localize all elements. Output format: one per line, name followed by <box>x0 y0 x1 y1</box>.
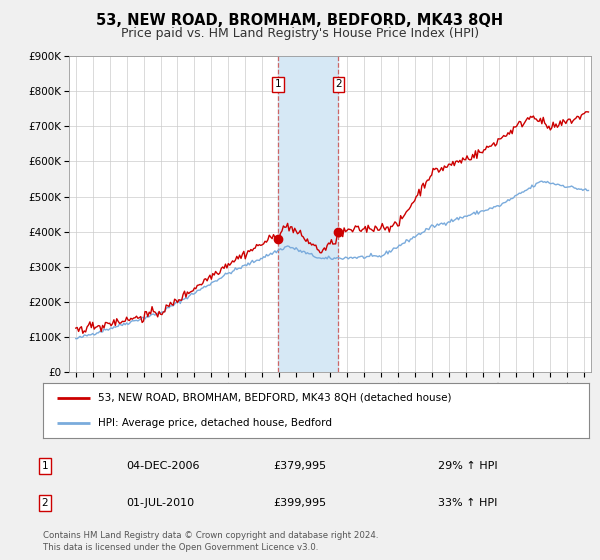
Text: This data is licensed under the Open Government Licence v3.0.: This data is licensed under the Open Gov… <box>43 543 319 552</box>
Text: 53, NEW ROAD, BROMHAM, BEDFORD, MK43 8QH (detached house): 53, NEW ROAD, BROMHAM, BEDFORD, MK43 8QH… <box>98 393 451 403</box>
Text: HPI: Average price, detached house, Bedford: HPI: Average price, detached house, Bedf… <box>98 418 332 428</box>
Text: Contains HM Land Registry data © Crown copyright and database right 2024.: Contains HM Land Registry data © Crown c… <box>43 531 379 540</box>
Text: £379,995: £379,995 <box>274 461 326 471</box>
Text: £399,995: £399,995 <box>274 498 326 508</box>
Text: 2: 2 <box>41 498 49 508</box>
Bar <box>278 56 338 372</box>
Text: 2: 2 <box>335 79 342 89</box>
Text: 04-DEC-2006: 04-DEC-2006 <box>126 461 199 471</box>
Text: 1: 1 <box>274 79 281 89</box>
Text: 33% ↑ HPI: 33% ↑ HPI <box>438 498 497 508</box>
Text: 1: 1 <box>41 461 49 471</box>
Text: 29% ↑ HPI: 29% ↑ HPI <box>438 461 497 471</box>
Text: 53, NEW ROAD, BROMHAM, BEDFORD, MK43 8QH: 53, NEW ROAD, BROMHAM, BEDFORD, MK43 8QH <box>97 13 503 28</box>
Text: 01-JUL-2010: 01-JUL-2010 <box>126 498 194 508</box>
Text: Price paid vs. HM Land Registry's House Price Index (HPI): Price paid vs. HM Land Registry's House … <box>121 27 479 40</box>
